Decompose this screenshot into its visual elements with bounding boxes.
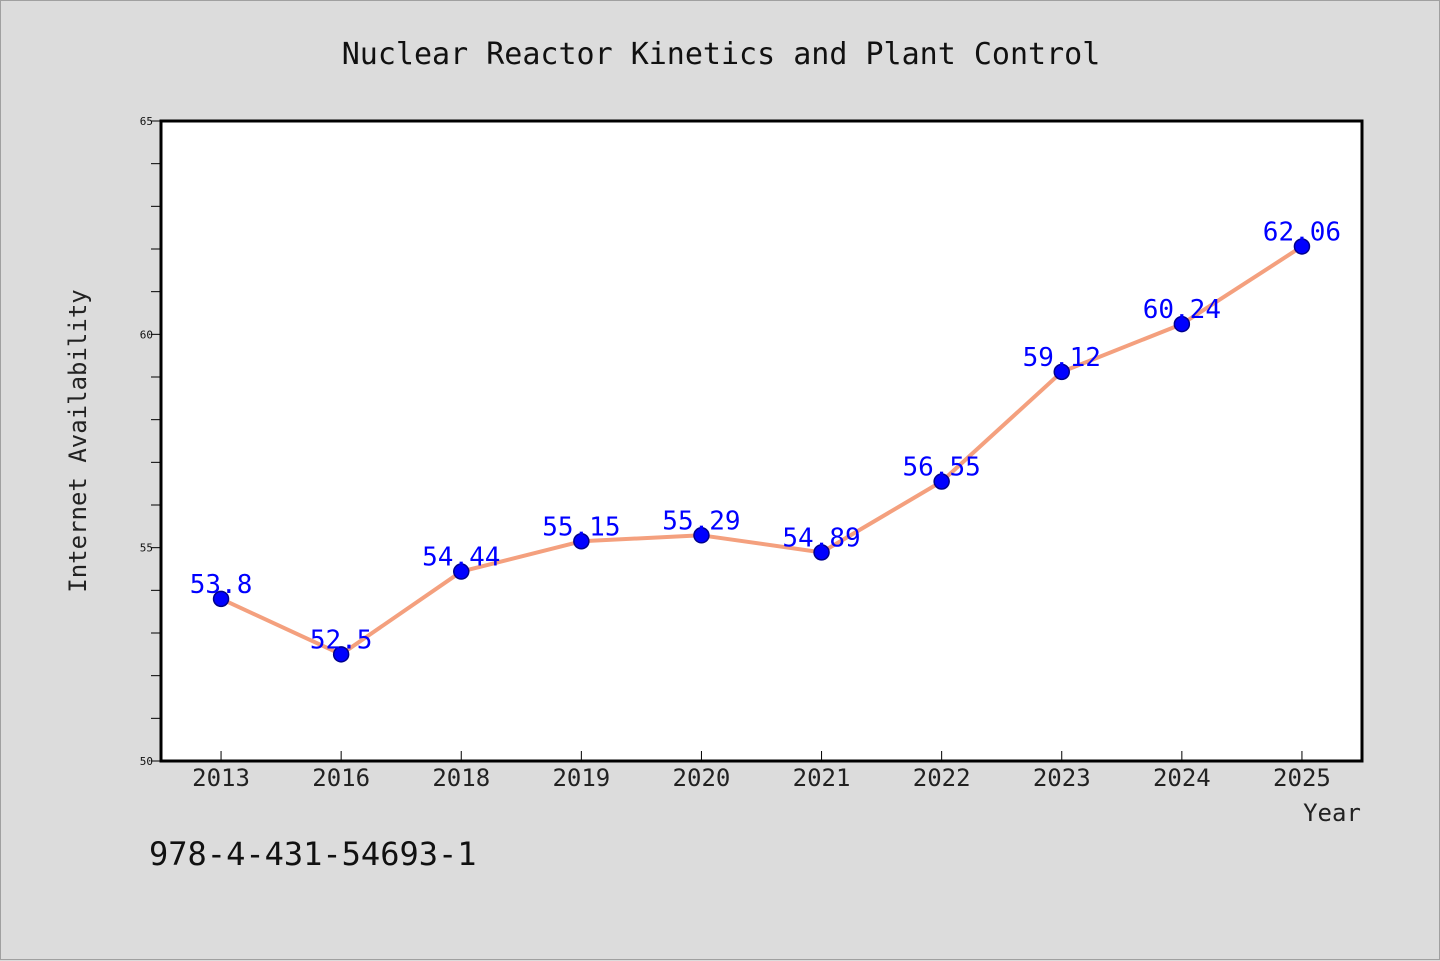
data-point bbox=[453, 563, 470, 580]
plot-area bbox=[159, 119, 1364, 763]
x-tick-label: 2019 bbox=[552, 764, 610, 792]
x-axis-label: Year bbox=[1303, 799, 1361, 827]
x-tick-label: 2013 bbox=[192, 764, 250, 792]
data-label: 54.44 bbox=[422, 543, 500, 573]
chart-title: Nuclear Reactor Kinetics and Plant Contr… bbox=[342, 37, 1101, 72]
data-point bbox=[933, 473, 950, 490]
data-label: 55.29 bbox=[662, 506, 740, 536]
data-point bbox=[212, 590, 230, 608]
data-label: 55.15 bbox=[542, 512, 620, 542]
x-tick-label: 2018 bbox=[432, 764, 490, 792]
data-label: 60.24 bbox=[1143, 295, 1221, 325]
x-tick-label: 2020 bbox=[673, 764, 731, 792]
data-point bbox=[332, 646, 350, 663]
data-label: 56.55 bbox=[903, 453, 981, 483]
data-point bbox=[1173, 315, 1191, 333]
y-axis: 50 55 60 65 bbox=[140, 115, 161, 768]
y-tick-label: 60 bbox=[140, 328, 153, 341]
data-point bbox=[693, 527, 710, 544]
x-tick-label: 2022 bbox=[913, 764, 971, 792]
data-point bbox=[813, 544, 830, 561]
isbn-code: 978-4-431-54693-1 bbox=[149, 835, 477, 873]
y-tick-label: 55 bbox=[140, 542, 153, 555]
data-label: 53.8 bbox=[190, 570, 253, 600]
x-tick-label: 2021 bbox=[793, 764, 851, 792]
data-point bbox=[1053, 363, 1070, 381]
y-tick-label: 50 bbox=[140, 755, 153, 768]
series-line bbox=[220, 244, 1304, 657]
data-label: 54.89 bbox=[782, 523, 860, 553]
x-tick-label: 2025 bbox=[1273, 764, 1331, 792]
series-group: 53.8 52.5 54.44 55.15 55.29 54.89 56.55 59.12 60… bbox=[190, 217, 1341, 663]
x-tick-label: 2023 bbox=[1033, 764, 1091, 792]
data-point bbox=[573, 533, 590, 550]
y-tick-label: 65 bbox=[140, 115, 153, 128]
data-label: 59.12 bbox=[1023, 343, 1101, 373]
data-label: 62.06 bbox=[1263, 217, 1341, 247]
x-tick-label: 2024 bbox=[1153, 764, 1211, 792]
data-label: 52.5 bbox=[310, 625, 373, 655]
y-axis-label: Internet Availability bbox=[64, 289, 92, 592]
x-axis: 2013 2016 2018 2019 2020 2021 2022 2023 2024 2025 bbox=[192, 751, 1331, 792]
data-point bbox=[1293, 238, 1311, 255]
x-tick-label: 2016 bbox=[312, 764, 370, 792]
